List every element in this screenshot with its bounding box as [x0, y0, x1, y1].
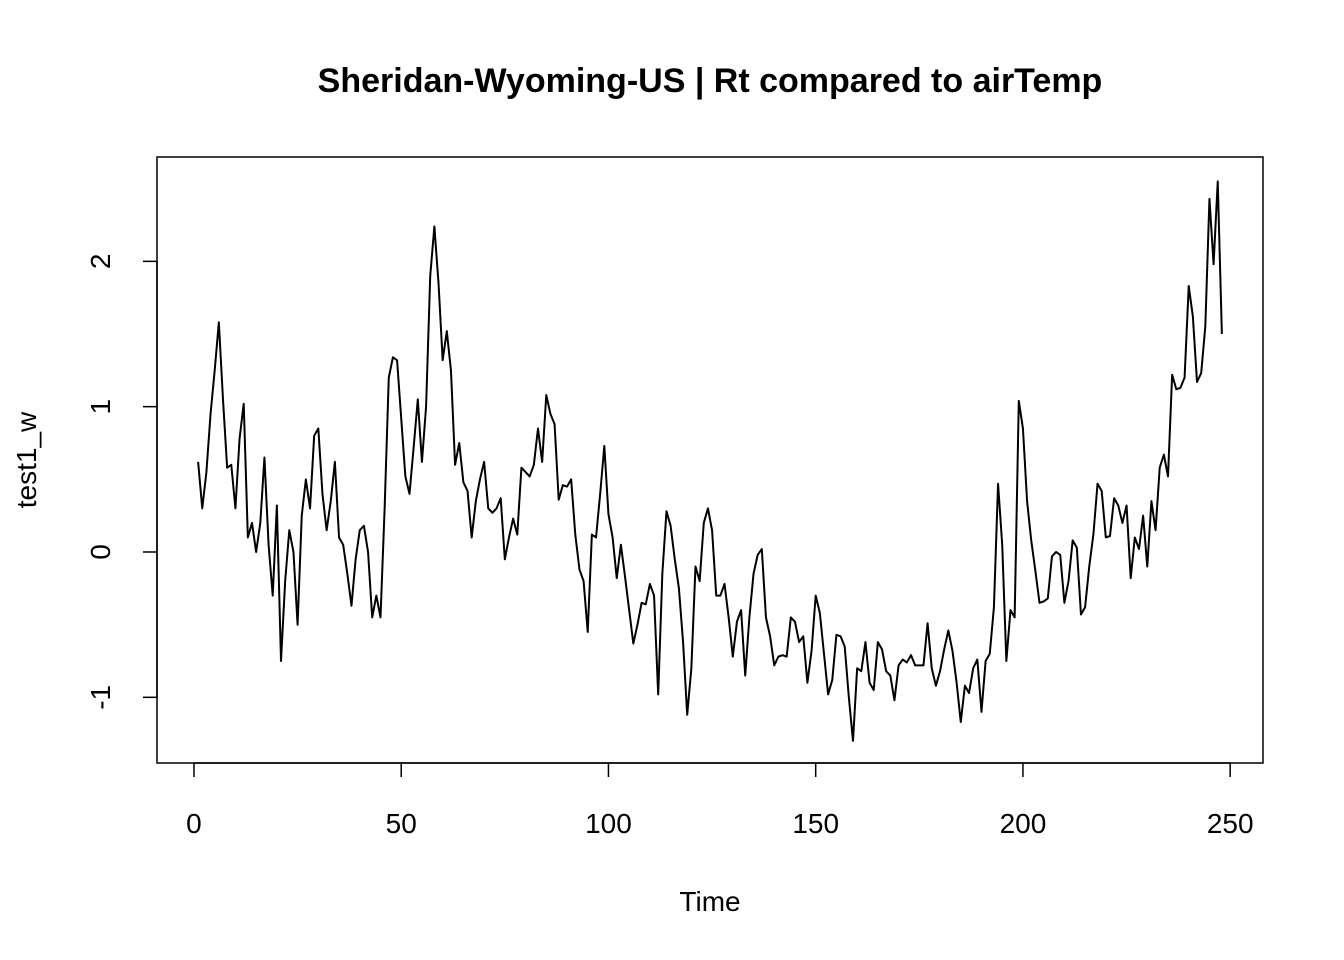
y-tick-label: 1 — [85, 399, 116, 415]
y-axis-label: test1_w — [11, 411, 42, 508]
y-tick-label: 0 — [85, 544, 116, 560]
x-tick-label: 150 — [792, 808, 839, 839]
x-tick-label: 50 — [386, 808, 417, 839]
x-tick-label: 100 — [585, 808, 632, 839]
x-tick-label: 0 — [186, 808, 202, 839]
x-tick-label: 200 — [1000, 808, 1047, 839]
series-layer — [197, 180, 1223, 742]
series-line — [197, 180, 1223, 742]
y-tick-label: -1 — [85, 685, 116, 710]
chart-title: Sheridan-Wyoming-US | Rt compared to air… — [318, 62, 1103, 100]
plot-frame — [156, 156, 1264, 764]
x-axis-label: Time — [679, 886, 740, 917]
y-tick-label: 2 — [85, 254, 116, 270]
x-tick-label: 250 — [1207, 808, 1254, 839]
x-axis: 0 50 100 150 200 250 — [186, 762, 1254, 839]
y-axis: -1 0 1 2 — [85, 254, 158, 710]
